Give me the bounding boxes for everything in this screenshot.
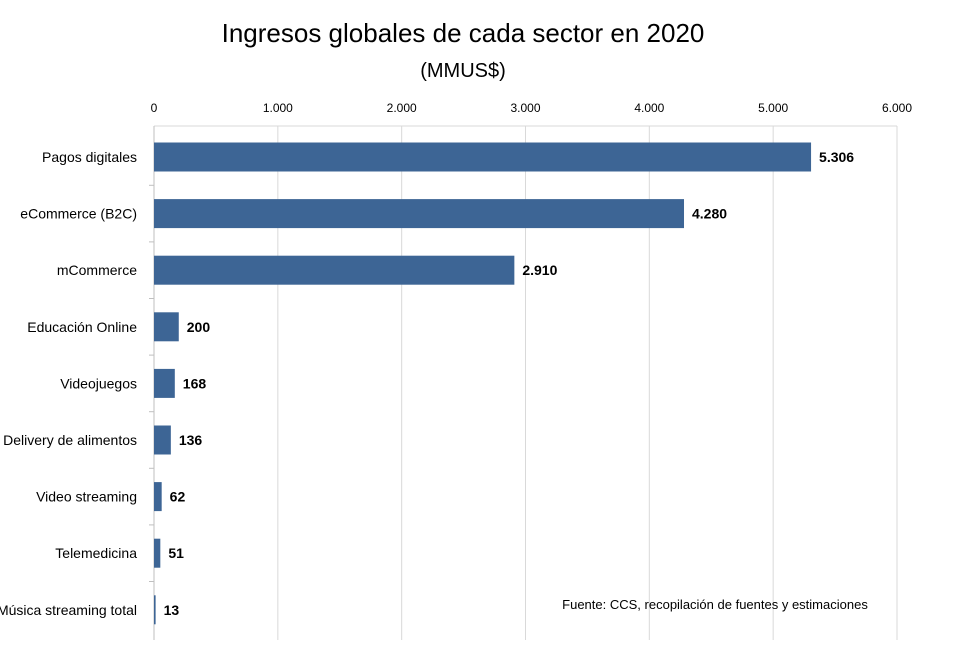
- data-label: 2.910: [522, 262, 557, 278]
- bar: [154, 142, 812, 172]
- category-label: mCommerce: [57, 262, 137, 278]
- data-label: 136: [179, 432, 203, 448]
- x-axis-ticks: 0 1.000 2.000 3.000 4.000 5.000 6.000: [151, 101, 913, 115]
- category-label: Delivery de alimentos: [3, 432, 137, 448]
- category-labels: Pagos digitales eCommerce (B2C) mCommerce E…: [0, 149, 137, 618]
- bar: [154, 595, 156, 625]
- category-label: Telemedicina: [55, 545, 137, 561]
- chart-subtitle: (MMUS$): [420, 60, 506, 82]
- bar: [154, 199, 685, 229]
- data-label: 51: [168, 545, 184, 561]
- x-tick-label: 5.000: [758, 101, 788, 115]
- bar: [154, 368, 175, 398]
- data-labels: 5.306 4.280 2.910 200 168 136 62 51 13: [164, 149, 855, 618]
- chart-title: Ingresos globales de cada sector en 2020: [222, 18, 705, 48]
- category-label: Video streaming: [36, 489, 137, 505]
- category-label: eCommerce (B2C): [20, 206, 137, 222]
- category-label: Educación Online: [27, 319, 137, 335]
- x-tick-label: 2.000: [387, 101, 417, 115]
- category-label: Música streaming total: [0, 602, 137, 618]
- category-label: Videojuegos: [60, 375, 137, 391]
- x-tick-label: 0: [151, 101, 158, 115]
- x-tick-label: 4.000: [634, 101, 664, 115]
- x-tick-label: 3.000: [510, 101, 540, 115]
- x-tick-label: 1.000: [263, 101, 293, 115]
- data-label: 62: [170, 489, 186, 505]
- data-label: 4.280: [692, 206, 727, 222]
- data-label: 200: [187, 319, 211, 335]
- bar: [154, 482, 162, 512]
- data-label: 168: [183, 375, 207, 391]
- bar: [154, 538, 161, 568]
- bars: [154, 142, 812, 625]
- bar: [154, 255, 515, 285]
- bar: [154, 425, 171, 455]
- data-label: 13: [164, 602, 180, 618]
- bar: [154, 312, 179, 342]
- data-label: 5.306: [819, 149, 854, 165]
- x-tick-label: 6.000: [882, 101, 912, 115]
- category-label: Pagos digitales: [42, 149, 137, 165]
- source-annotation: Fuente: CCS, recopilación de fuentes y e…: [562, 597, 868, 612]
